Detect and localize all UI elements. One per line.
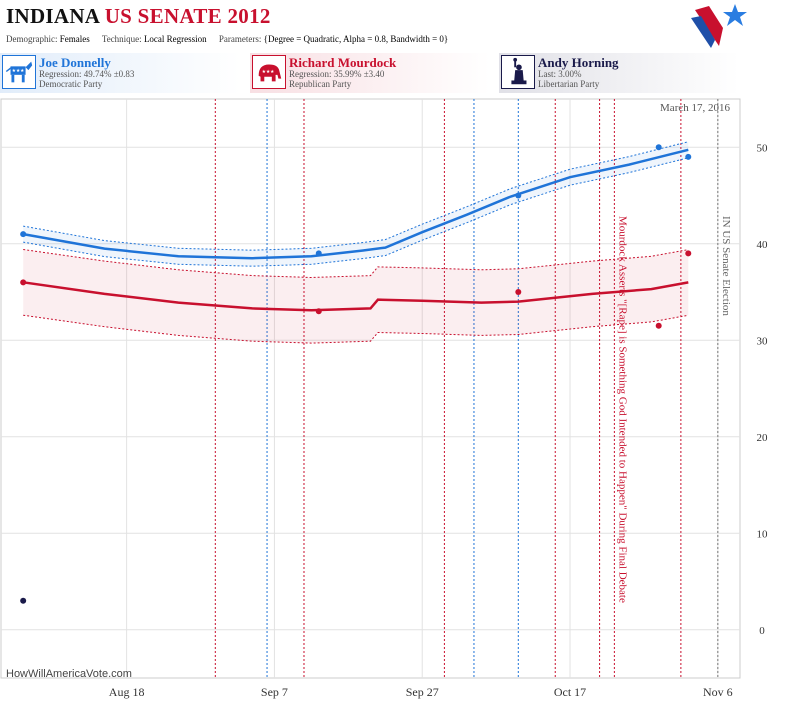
title-state: INDIANA	[6, 4, 100, 28]
svg-text:★★★: ★★★	[262, 69, 275, 75]
y-tick-label: 10	[757, 528, 769, 540]
trend-line	[23, 281, 689, 312]
chart-date-label: March 17, 2016	[660, 102, 730, 114]
x-tick-label: Sep 7	[261, 685, 288, 699]
donkey-icon: ★★★	[2, 55, 36, 89]
y-tick-label: 20	[757, 432, 769, 444]
poll-point	[655, 144, 662, 151]
x-tick-label: Nov 6	[703, 685, 733, 699]
header: INDIANA US SENATE 2012 Demographic: Fema…	[0, 0, 789, 52]
title-race: US SENATE 2012	[104, 4, 271, 28]
x-tick-label: Sep 27	[406, 685, 439, 699]
poll-point	[315, 250, 322, 257]
y-tick-label: 30	[757, 335, 769, 347]
band-lower-line	[23, 314, 689, 344]
candidate-party: Republican Party	[289, 79, 352, 89]
poll-point	[655, 322, 662, 329]
svg-text:★★★: ★★★	[12, 68, 25, 74]
poll-point	[515, 192, 522, 199]
poll-point	[315, 308, 322, 315]
candidate-card-horning[interactable]: Andy Horning Last: 3.00% Libertarian Par…	[499, 53, 739, 93]
candidate-card-donnelly[interactable]: ★★★ Joe Donnelly Regression: 49.74% ±0.8…	[0, 53, 240, 93]
y-tick-label: 40	[757, 239, 769, 251]
event-annotation: IN US Senate Election	[720, 216, 732, 316]
candidate-name: Joe Donnelly	[39, 55, 111, 70]
y-tick-label: 50	[757, 142, 769, 154]
candidate-card-mourdock[interactable]: ★★★ Richard Mourdock Regression: 35.99% …	[250, 53, 490, 93]
poll-point	[20, 279, 27, 286]
technique-label: Technique:	[101, 34, 142, 44]
candidate-stat: Regression: 49.74% ±0.83	[39, 69, 135, 79]
parameters-label: Parameters:	[218, 34, 262, 44]
candidate-party: Libertarian Party	[538, 79, 600, 89]
demographic-value: Females	[59, 34, 90, 44]
poll-point	[685, 153, 692, 160]
candidate-stat: Regression: 35.99% ±3.40	[289, 69, 385, 79]
y-tick-label: 0	[759, 625, 765, 637]
candidate-stat: Last: 3.00%	[538, 69, 582, 79]
candidate-name: Richard Mourdock	[289, 55, 397, 70]
candidate-party: Democratic Party	[39, 79, 103, 89]
confidence-band	[23, 141, 689, 267]
x-tick-label: Aug 18	[109, 685, 145, 699]
band-upper-line	[23, 249, 689, 279]
demographic-label: Demographic:	[6, 34, 58, 44]
plot-area	[0, 98, 741, 679]
band-lower-line	[23, 157, 689, 267]
page-title: INDIANA US SENATE 2012	[6, 4, 271, 29]
poll-point	[685, 250, 692, 257]
x-tick-label: Oct 17	[554, 685, 586, 699]
poll-point	[515, 289, 522, 295]
candidate-name: Andy Horning	[538, 55, 619, 70]
elephant-icon: ★★★	[252, 55, 286, 89]
band-upper-line	[23, 141, 689, 251]
technique-value: Local Regression	[143, 34, 207, 44]
candidate-cards: ★★★ Joe Donnelly Regression: 49.74% ±0.8…	[0, 53, 789, 93]
poll-point	[20, 597, 27, 604]
site-credit[interactable]: HowWillAmericaVote.com	[6, 668, 132, 680]
trend-line	[22, 148, 689, 260]
statue-of-liberty-icon	[501, 55, 535, 89]
site-logo-icon[interactable]	[689, 2, 753, 50]
confidence-band	[23, 249, 689, 344]
parameters-value: {Degree = Quadratic, Alpha = 0.8, Bandwi…	[263, 34, 449, 44]
parameters-line: Demographic: Females Technique: Local Re…	[6, 34, 458, 44]
poll-point	[20, 231, 27, 238]
event-annotation: Mourdock Asserts "[Rape] is Something Go…	[616, 216, 628, 603]
polling-chart: 0 10 20 30 40 50 Aug 18 Sep 7 Sep 27 Oct 17 Nov 6 M…	[0, 98, 769, 699]
